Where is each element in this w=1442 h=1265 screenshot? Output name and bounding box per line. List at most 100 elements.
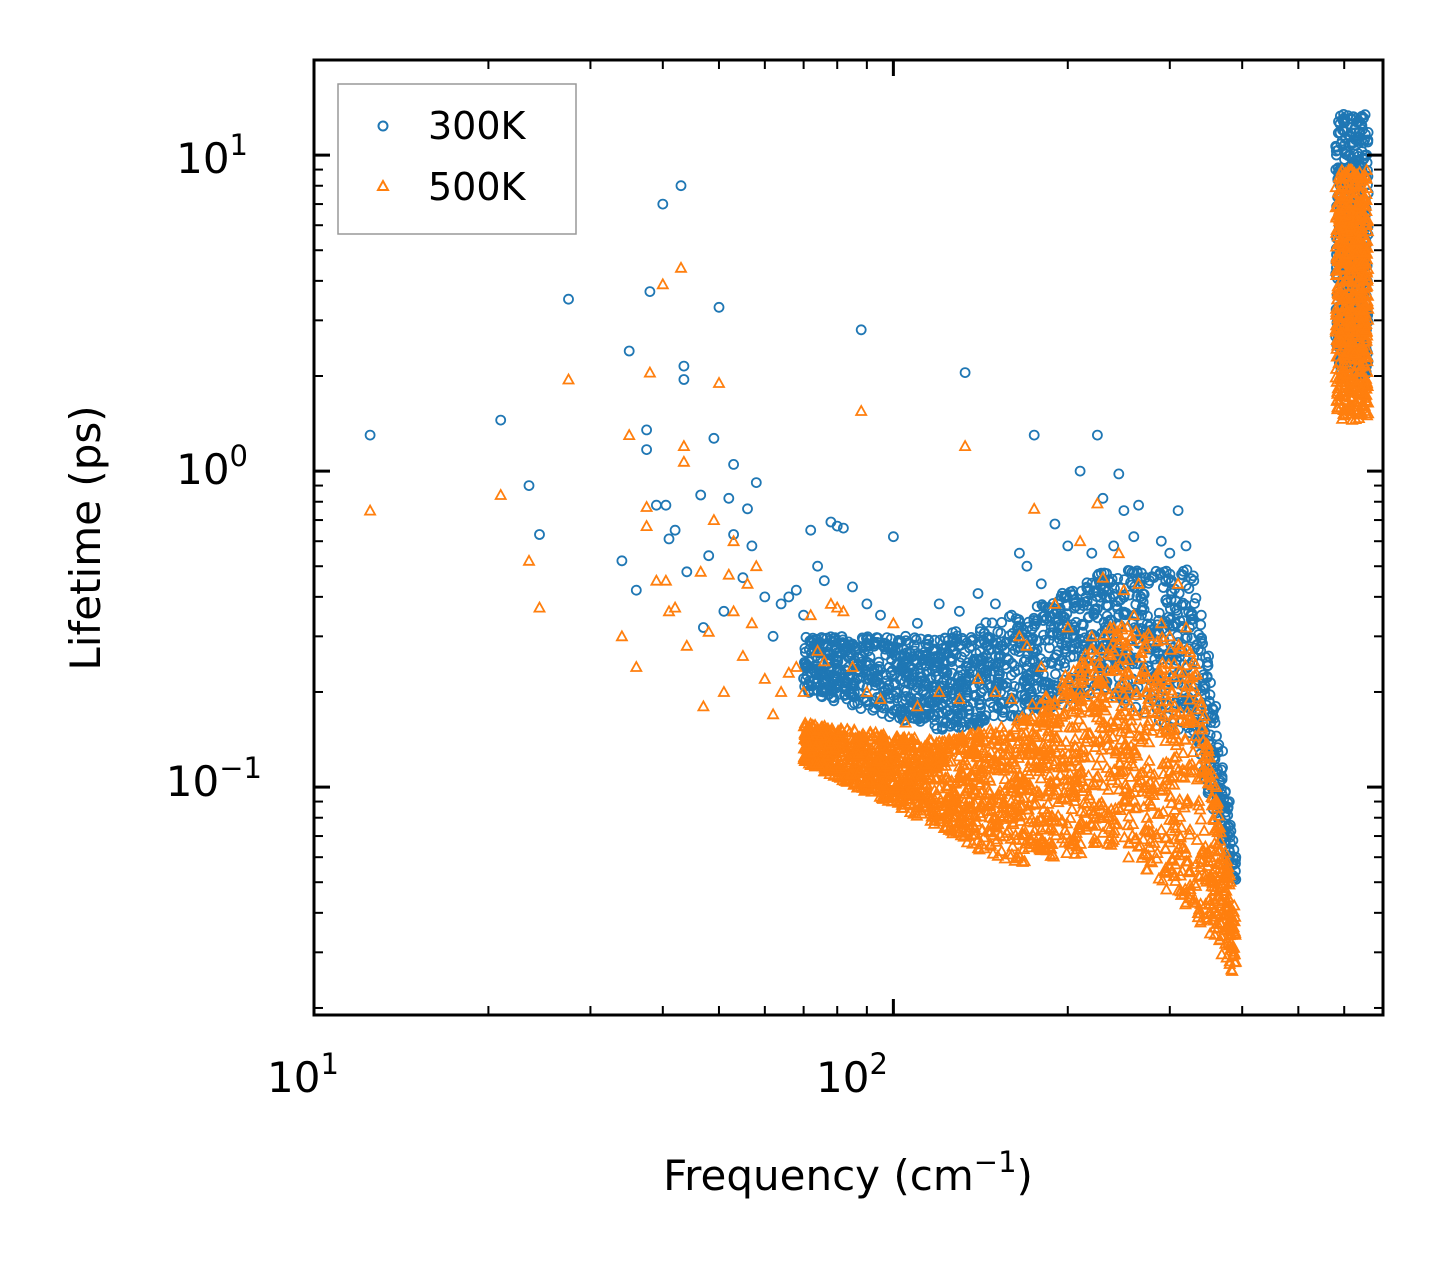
data-point-500K <box>1087 799 1101 811</box>
data-point-500K <box>1184 711 1198 724</box>
data-point-300K <box>889 679 901 691</box>
data-point-500K <box>1162 657 1176 670</box>
data-point-500K <box>995 801 1009 814</box>
data-point-300K <box>742 503 753 515</box>
data-point-500K <box>532 600 547 613</box>
data-point-500K <box>1116 651 1130 663</box>
data-point-500K <box>1194 812 1208 825</box>
data-point-500K <box>640 500 654 512</box>
data-point-500K <box>831 770 845 782</box>
data-point-500K <box>1167 770 1181 783</box>
data-point-500K <box>1182 765 1196 778</box>
data-point-500K <box>1173 792 1187 805</box>
data-point-500K <box>1356 338 1370 351</box>
data-point-300K <box>967 697 979 709</box>
data-point-500K <box>1100 738 1115 751</box>
data-point-300K <box>998 696 1010 708</box>
data-point-500K <box>1183 692 1197 705</box>
data-point-500K <box>1352 358 1366 371</box>
data-point-500K <box>1193 906 1207 919</box>
data-point-500K <box>967 820 982 832</box>
data-point-500K <box>1051 760 1066 773</box>
data-point-500K <box>643 365 657 378</box>
data-point-500K <box>1203 897 1217 910</box>
data-point-300K <box>644 286 656 298</box>
data-point-500K <box>1015 774 1030 787</box>
data-point-300K <box>1049 652 1061 664</box>
data-point-500K <box>984 839 998 851</box>
data-point-300K <box>1059 657 1070 669</box>
data-point-500K <box>1142 816 1156 829</box>
data-point-500K <box>1208 928 1222 940</box>
data-point-500K <box>1138 706 1152 719</box>
data-point-500K <box>1026 725 1040 738</box>
data-point-500K <box>962 793 976 805</box>
data-point-500K <box>1106 730 1120 742</box>
data-point-500K <box>1179 854 1194 866</box>
data-point-300K <box>1176 622 1187 634</box>
data-point-300K <box>855 324 867 336</box>
data-point-300K <box>911 696 923 708</box>
data-point-500K <box>1067 753 1081 766</box>
data-point-500K <box>1129 688 1143 700</box>
data-point-300K <box>1223 796 1235 807</box>
data-point-500K <box>1038 814 1052 827</box>
data-point-300K <box>961 686 973 698</box>
data-point-500K <box>1138 702 1152 715</box>
data-point-500K <box>1208 844 1223 857</box>
data-point-500K <box>1054 738 1068 751</box>
data-point-500K <box>1349 297 1363 310</box>
data-point-500K <box>1210 821 1224 834</box>
data-point-300K <box>641 424 652 436</box>
data-point-300K <box>1201 660 1213 672</box>
data-point-500K <box>1090 758 1104 771</box>
data-point-500K <box>1174 868 1188 881</box>
data-point-300K <box>1356 120 1368 131</box>
data-point-500K <box>991 748 1005 760</box>
data-point-500K <box>1199 867 1213 880</box>
data-point-500K <box>1340 304 1355 317</box>
data-point-500K <box>858 775 872 788</box>
data-point-500K <box>1100 761 1114 773</box>
data-point-300K <box>1345 127 1357 139</box>
data-point-300K <box>1118 505 1130 517</box>
data-point-500K <box>1169 760 1183 773</box>
data-point-500K <box>1141 761 1155 774</box>
data-point-500K <box>1083 726 1097 739</box>
data-point-300K <box>1358 112 1369 124</box>
data-point-500K <box>1041 783 1055 796</box>
data-point-300K <box>1118 606 1130 618</box>
data-point-500K <box>1118 777 1133 790</box>
data-point-500K <box>860 756 874 768</box>
data-point-500K <box>998 851 1012 864</box>
data-point-500K <box>1345 318 1359 331</box>
data-point-500K <box>1343 283 1357 295</box>
data-point-300K <box>960 679 972 690</box>
data-point-300K <box>898 663 910 675</box>
data-point-500K <box>887 782 901 794</box>
data-point-500K <box>1109 630 1123 643</box>
data-point-300K <box>884 640 896 652</box>
data-point-500K <box>935 734 949 747</box>
data-point-500K <box>1335 255 1350 267</box>
data-point-500K <box>1182 671 1196 684</box>
data-point-500K <box>1074 694 1088 707</box>
data-point-500K <box>879 777 893 790</box>
data-point-500K <box>876 741 890 754</box>
data-point-500K <box>1073 765 1087 777</box>
data-point-300K <box>1331 149 1342 161</box>
data-point-500K <box>561 372 576 385</box>
data-point-500K <box>1040 705 1054 718</box>
data-point-500K <box>1334 334 1349 347</box>
data-point-500K <box>1125 828 1139 841</box>
data-point-500K <box>1106 826 1120 838</box>
data-point-300K <box>1003 654 1014 666</box>
data-point-500K <box>1072 676 1086 688</box>
data-point-500K <box>1126 759 1141 772</box>
data-point-500K <box>853 764 867 776</box>
data-point-300K <box>746 540 758 552</box>
data-point-300K <box>1180 540 1192 552</box>
data-point-300K <box>1223 821 1235 833</box>
data-point-500K <box>1155 630 1169 643</box>
